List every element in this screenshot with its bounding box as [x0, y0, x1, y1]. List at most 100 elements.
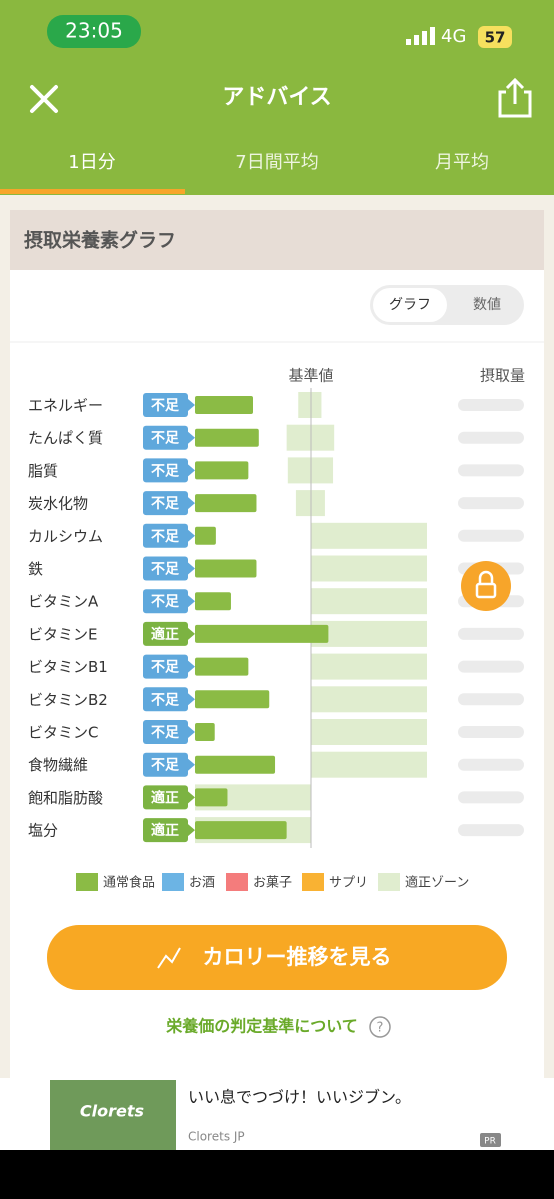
status-badge — [143, 393, 188, 417]
bar — [195, 821, 287, 840]
zone — [311, 719, 427, 745]
nutrient-label: 鉄 — [28, 560, 43, 578]
status-label: 不足 — [151, 496, 180, 512]
legend-label: 適正ゾーン — [405, 875, 469, 891]
zone — [286, 424, 335, 451]
nutrient-label: ビタミンB1 — [28, 658, 108, 676]
toggle-option[interactable]: 数値 — [473, 297, 501, 313]
ad-badge: PR — [484, 1137, 496, 1147]
status-arrow — [188, 824, 195, 837]
status-label: 不足 — [151, 660, 180, 676]
zone — [287, 457, 334, 484]
ad-image — [50, 1080, 176, 1150]
lock-shackle — [478, 570, 494, 584]
button-label: カロリー推移を見る — [203, 945, 392, 969]
status-badge — [143, 687, 188, 712]
legend-swatch — [76, 873, 98, 891]
status-arrow — [188, 791, 195, 804]
share-button[interactable] — [498, 77, 532, 118]
zone — [311, 653, 427, 680]
status-badge — [143, 523, 188, 548]
tab[interactable]: 月平均 — [435, 152, 489, 173]
nutrient-label: エネルギー — [28, 397, 103, 415]
legend-label: お酒 — [189, 876, 215, 891]
toggle-option[interactable]: グラフ — [389, 297, 431, 313]
column-label: 基準値 — [288, 367, 333, 385]
status-label: 適正 — [151, 822, 179, 839]
nutrient-label: 脂質 — [28, 462, 58, 480]
zone — [311, 751, 427, 778]
zone — [311, 522, 427, 549]
nutrient-label: ビタミンA — [28, 593, 99, 611]
legend-swatch — [302, 873, 324, 891]
status-label: 不足 — [151, 398, 180, 414]
zone — [298, 392, 322, 418]
status-badge — [143, 621, 188, 646]
bar — [195, 461, 249, 480]
status-arrow — [188, 399, 195, 411]
status-arrow — [188, 660, 195, 673]
bar — [195, 624, 329, 643]
calorie-button[interactable] — [47, 925, 507, 990]
status-badge — [143, 654, 188, 679]
trend-icon — [157, 947, 181, 969]
tab[interactable]: 1日分 — [68, 152, 115, 173]
status-badge — [143, 556, 188, 581]
bar — [195, 428, 259, 447]
section-title: 摂取栄養素グラフ — [24, 229, 176, 252]
column-label: 摂取量 — [480, 367, 525, 385]
zone — [295, 490, 325, 517]
nutrient-label: 塩分 — [28, 822, 58, 840]
status-label: 適正 — [151, 789, 179, 806]
status-label: 不足 — [151, 431, 180, 447]
zone — [311, 588, 427, 615]
bar — [195, 788, 228, 807]
network: 4G — [441, 26, 466, 47]
legend-swatch — [378, 873, 400, 891]
nutrient-label: 飽和脂肪酸 — [28, 789, 103, 807]
ad-headline: いい息でつづけ！いいジブン。 — [188, 1088, 411, 1107]
close-button[interactable] — [30, 85, 58, 113]
blurred-value — [458, 693, 524, 706]
zone — [311, 686, 427, 713]
zone — [311, 555, 427, 582]
status-arrow — [188, 693, 195, 706]
status-label: 不足 — [151, 562, 180, 578]
system-bar — [0, 1150, 554, 1199]
header-title: アドバイス — [222, 85, 331, 110]
toggle-active — [373, 288, 447, 322]
legend-swatch — [226, 873, 248, 891]
legend-label: 通常食品 — [103, 875, 155, 891]
bar — [195, 494, 257, 513]
lock-icon — [475, 582, 497, 599]
status-label: 不足 — [151, 692, 180, 708]
status-arrow — [188, 562, 195, 575]
status-badge — [143, 785, 188, 810]
blurred-value — [458, 529, 524, 542]
legend-label: お菓子 — [253, 876, 292, 891]
tab-indicator — [0, 189, 185, 194]
status-arrow — [188, 758, 195, 771]
status-arrow — [188, 464, 195, 477]
ad-image-text: Clorets — [80, 1102, 144, 1121]
blurred-value — [458, 824, 524, 837]
ad-advertiser: Clorets JP — [188, 1130, 245, 1144]
status-badge — [143, 752, 188, 777]
status-label: 不足 — [151, 529, 180, 545]
ad-badge-bg — [480, 1133, 501, 1147]
section-header — [10, 210, 544, 270]
tab[interactable]: 7日間平均 — [235, 152, 318, 173]
time: 23:05 — [65, 19, 123, 43]
blurred-value — [458, 431, 524, 444]
lock-button[interactable] — [461, 561, 511, 611]
blurred-value — [458, 497, 524, 510]
status-arrow — [188, 595, 195, 608]
status-badge — [143, 458, 188, 483]
blurred-value — [458, 464, 524, 477]
status-arrow — [188, 529, 195, 542]
help-icon[interactable] — [369, 1016, 391, 1038]
nutrient-label: 食物繊維 — [28, 756, 88, 774]
status-badge — [143, 425, 188, 450]
status-arrow — [188, 497, 195, 510]
criteria-link[interactable]: 栄養価の判定基準について — [165, 1017, 358, 1036]
